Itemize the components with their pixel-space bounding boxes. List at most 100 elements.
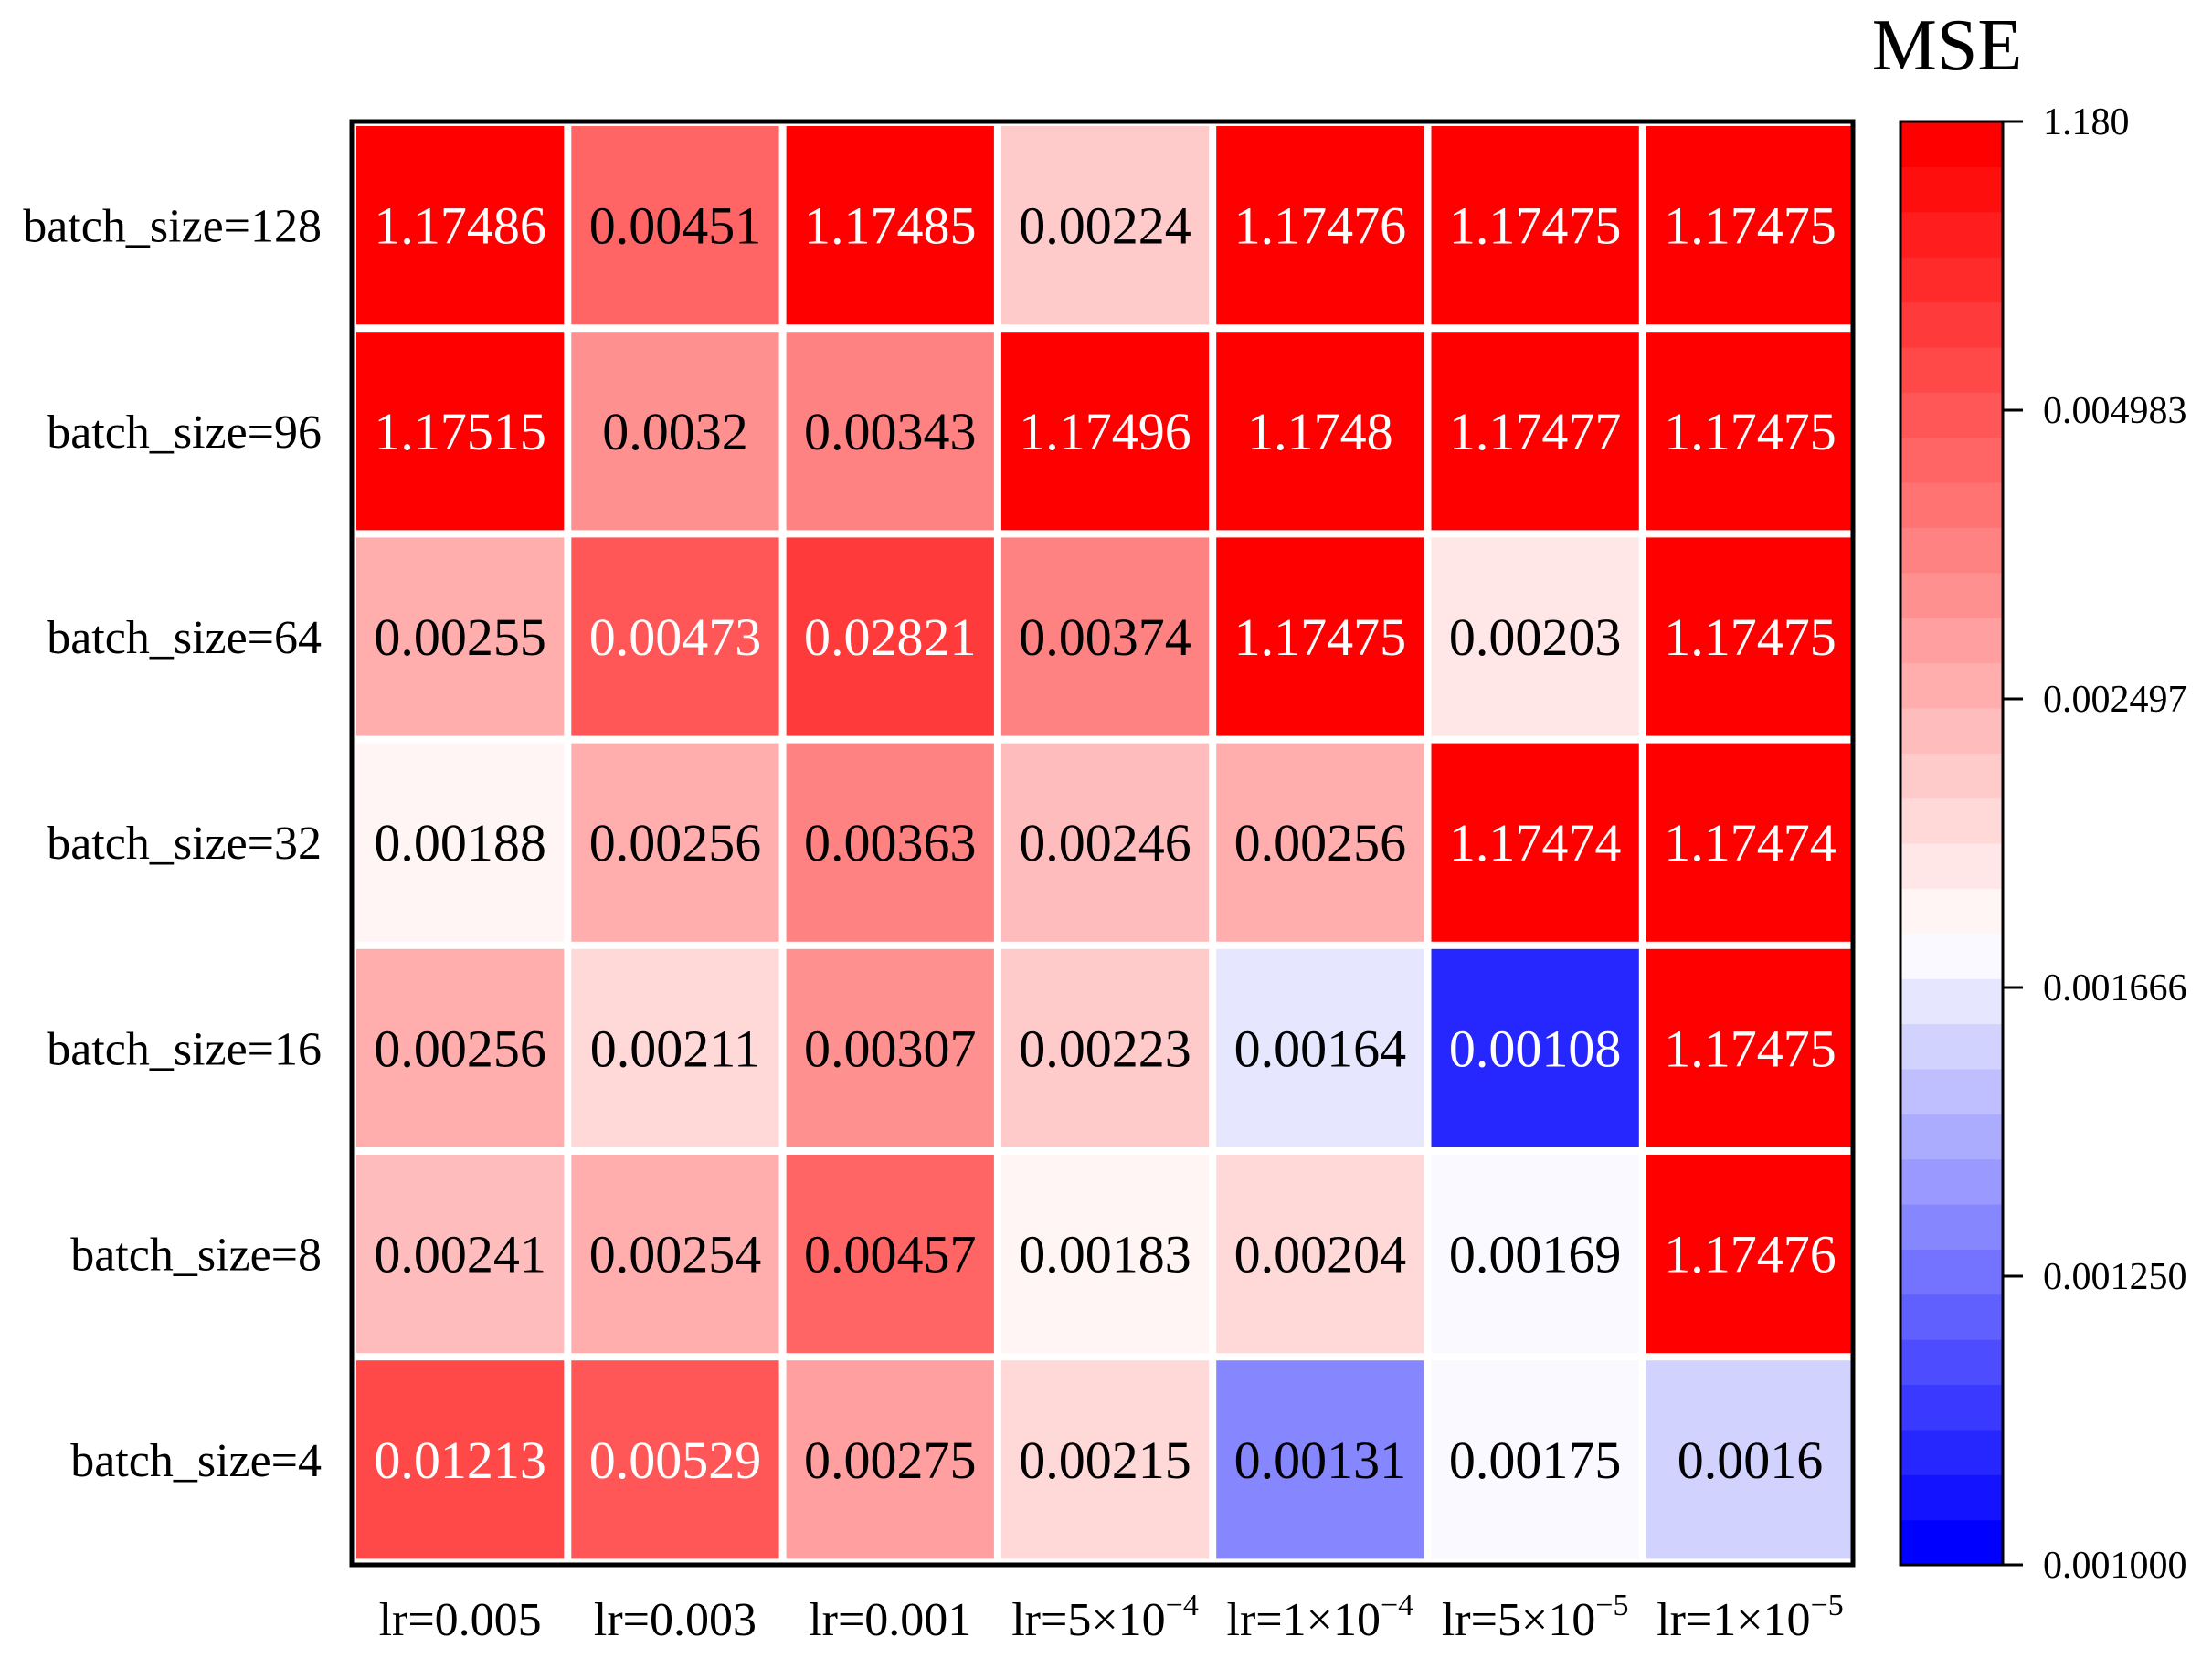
cell-value-label: 0.00241 — [374, 1225, 546, 1284]
heatmap-cell — [356, 537, 565, 736]
column-label: lr=1×10−5 — [1656, 1589, 1844, 1646]
colorbar-level — [1900, 618, 2003, 664]
heatmap-cell — [1216, 948, 1424, 1147]
cell-value-label: 0.00256 — [589, 813, 762, 872]
cell-value-label: 0.00211 — [590, 1019, 760, 1078]
heatmap-cell — [1431, 332, 1639, 531]
colorbar-level — [1900, 707, 2003, 754]
heatmap-cell — [1000, 948, 1210, 1147]
row-label: batch_size=128 — [23, 201, 322, 253]
row-label: batch_size=16 — [47, 1023, 322, 1075]
cell-value-label: 1.17475 — [1664, 402, 1836, 461]
column-label: lr=0.005 — [379, 1594, 542, 1646]
colorbar-level — [1900, 843, 2003, 889]
cell-value-label: 1.17475 — [1664, 196, 1836, 256]
cell-value-label: 0.00169 — [1449, 1225, 1622, 1284]
cell-value-label: 1.17475 — [1664, 607, 1836, 667]
colorbar-tick-label: 0.001250 — [2043, 1256, 2187, 1298]
row-label: batch_size=64 — [47, 612, 322, 664]
colorbar-level — [1900, 1384, 2003, 1431]
colorbar-frame — [1899, 120, 2005, 1567]
heatmap-cell — [1216, 1155, 1424, 1354]
cell-value-label: 0.00254 — [589, 1225, 762, 1284]
cell-value-label: 0.00451 — [589, 196, 762, 256]
heatmap-cell — [786, 332, 994, 531]
heatmap-cell — [1431, 1155, 1639, 1354]
colorbar-level — [1900, 527, 2003, 574]
colorbar-tick-label: 0.004983 — [2043, 390, 2187, 432]
colorbar-level — [1900, 1068, 2003, 1114]
row-label: batch_size=8 — [70, 1230, 322, 1282]
cell-value-label: 0.00175 — [1449, 1431, 1622, 1490]
heatmap-cell — [1431, 537, 1639, 736]
heatmap-cell — [1431, 948, 1639, 1147]
cell-value-label: 1.17474 — [1664, 813, 1836, 872]
cell-value-label: 0.00363 — [804, 813, 977, 872]
heatmap-cell — [1000, 126, 1210, 325]
colorbar-level — [1900, 1204, 2003, 1250]
colorbar-level — [1900, 1339, 2003, 1386]
heatmap-cell — [1431, 743, 1639, 942]
cell-value-label: 0.02821 — [804, 607, 977, 667]
heatmap-cell — [1646, 126, 1855, 325]
heatmap-cell — [356, 948, 565, 1147]
plot-frame — [349, 119, 1856, 1568]
colorbar-tick-label: 1.180 — [2043, 101, 2130, 143]
cell-value-label: 1.17475 — [1664, 1019, 1836, 1078]
colorbar-title: MSE — [1872, 5, 2023, 86]
cell-value-label: 0.00223 — [1019, 1019, 1191, 1078]
cell-value-label: 1.17496 — [1019, 402, 1191, 461]
heatmap-cell — [1431, 1360, 1639, 1559]
colorbar-level — [1900, 888, 2003, 935]
heatmap-cell — [1646, 948, 1855, 1147]
heatmap-cell — [786, 1155, 994, 1354]
cell-value-label: 0.00224 — [1019, 196, 1191, 256]
cell-value-label: 0.0016 — [1678, 1431, 1824, 1490]
cell-value-label: 0.00204 — [1234, 1225, 1407, 1284]
colorbar-level — [1900, 1023, 2003, 1070]
row-labels: batch_size=128 batch_size=96 batch_size=64… — [23, 201, 322, 1487]
heatmap-cell — [1646, 537, 1855, 736]
heatmap-cell — [786, 126, 994, 325]
cell-value-label: 0.00275 — [804, 1431, 977, 1490]
colorbar-tick-label: 0.002497 — [2043, 679, 2187, 721]
row-label: batch_size=96 — [47, 407, 322, 459]
colorbar-level — [1900, 1249, 2003, 1295]
cell-value-label: 0.00457 — [804, 1225, 977, 1284]
column-label-exponent: −4 — [1381, 1589, 1413, 1622]
cell-value-label: 0.00164 — [1234, 1019, 1407, 1078]
colorbar-level — [1900, 978, 2003, 1025]
cell-value-label: 1.17476 — [1234, 196, 1407, 256]
heatmap-cell — [1000, 1360, 1210, 1559]
heatmap-cell — [1216, 537, 1424, 736]
heatmap-cell — [571, 1360, 779, 1559]
heatmap-cell — [1431, 126, 1639, 325]
cell-value-label: 0.00108 — [1449, 1019, 1622, 1078]
cell-value-label: 0.00246 — [1019, 813, 1191, 872]
column-label-exponent: −4 — [1166, 1589, 1199, 1622]
cell-value-label: 0.00255 — [374, 607, 546, 667]
cell-value-label: 0.01213 — [374, 1431, 546, 1490]
heatmap-cell — [571, 1155, 779, 1354]
row-label: batch_size=32 — [47, 818, 322, 870]
heatmap-cell — [786, 537, 994, 736]
heatmap-cell — [356, 126, 565, 325]
cell-value-label: 0.00256 — [1234, 813, 1407, 872]
colorbar-level — [1900, 797, 2003, 844]
heatmap-cell — [1216, 332, 1424, 531]
heatmap-cell — [356, 1155, 565, 1354]
colorbar-level — [1900, 1474, 2003, 1521]
cell-value-label: 1.17515 — [374, 402, 546, 461]
cell-value-label: 0.00131 — [1234, 1431, 1407, 1490]
cell-value-label: 0.0032 — [602, 402, 748, 461]
heatmap-cell — [571, 332, 779, 531]
heatmap-cell — [786, 1360, 994, 1559]
heatmap-cell — [1216, 126, 1424, 325]
cell-value-label: 1.17477 — [1449, 402, 1622, 461]
row-label: batch_size=4 — [70, 1435, 322, 1487]
colorbar-tick-label: 0.001000 — [2043, 1545, 2187, 1587]
column-label-exponent: −5 — [1595, 1589, 1628, 1622]
heatmap-cells: 1.17486 0.00451 1.17485 0.00224 1.17476 1.174… — [356, 126, 1855, 1559]
colorbar-tick-label: 0.001666 — [2043, 967, 2187, 1009]
